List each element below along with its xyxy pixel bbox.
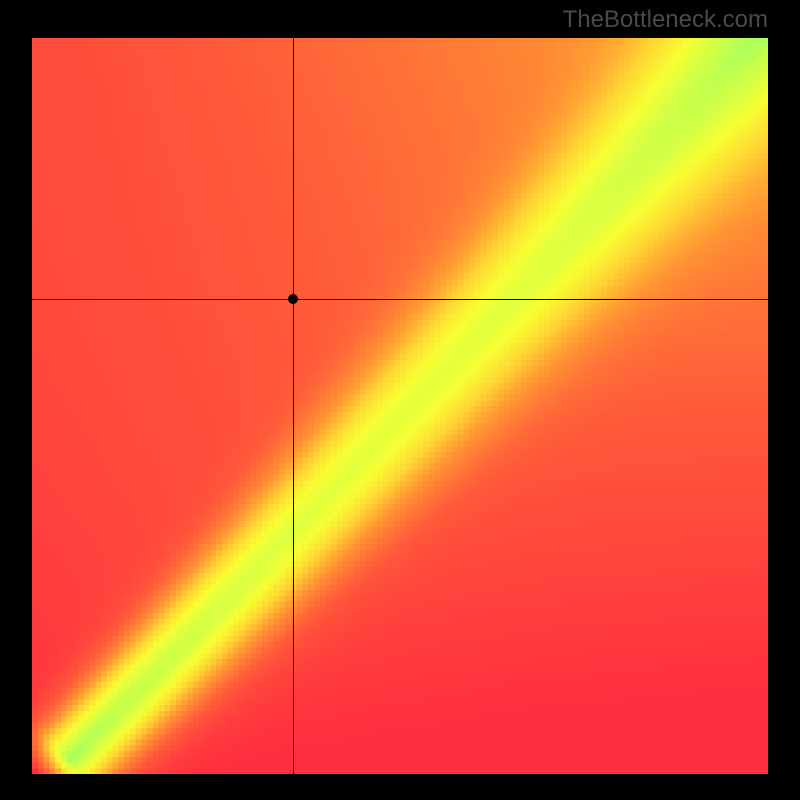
chart-root: TheBottleneck.com bbox=[0, 0, 800, 800]
heatmap-canvas bbox=[32, 38, 768, 774]
watermark-text: TheBottleneck.com bbox=[563, 6, 768, 34]
heatmap-plot bbox=[32, 38, 768, 774]
